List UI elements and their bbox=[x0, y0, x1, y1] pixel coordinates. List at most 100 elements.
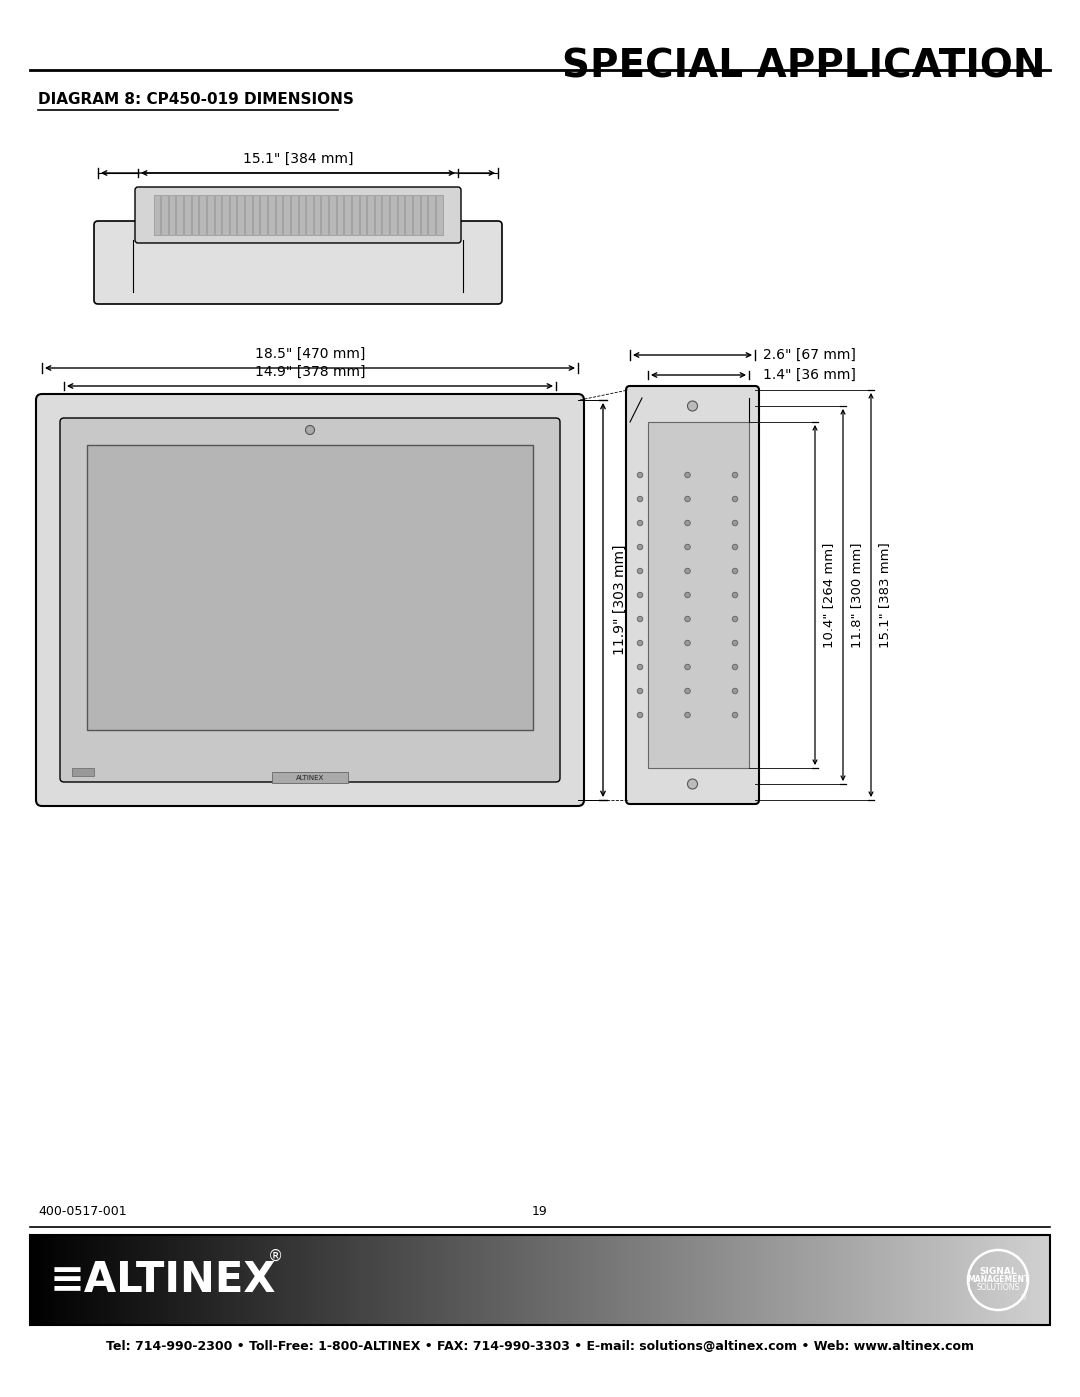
Bar bbox=[418, 1235, 421, 1324]
Text: Tel: 714-990-2300 • Toll-Free: 1-800-ALTINEX • FAX: 714-990-3303 • E-mail: solut: Tel: 714-990-2300 • Toll-Free: 1-800-ALT… bbox=[106, 1340, 974, 1354]
Bar bbox=[801, 1235, 806, 1324]
Text: MANAGEMENT: MANAGEMENT bbox=[967, 1274, 1029, 1284]
Bar bbox=[465, 1235, 469, 1324]
Bar bbox=[1029, 1235, 1032, 1324]
Bar bbox=[200, 1235, 203, 1324]
Bar bbox=[30, 1235, 1050, 1324]
Circle shape bbox=[732, 712, 738, 718]
Bar bbox=[795, 1235, 798, 1324]
Bar bbox=[306, 1235, 309, 1324]
Bar bbox=[792, 1235, 795, 1324]
Bar bbox=[966, 1235, 969, 1324]
Bar bbox=[472, 1235, 475, 1324]
Circle shape bbox=[732, 496, 738, 502]
Bar bbox=[431, 1235, 434, 1324]
Circle shape bbox=[732, 640, 738, 645]
Circle shape bbox=[732, 689, 738, 694]
Bar bbox=[744, 1235, 747, 1324]
Circle shape bbox=[306, 426, 314, 434]
Bar bbox=[231, 1235, 234, 1324]
Bar bbox=[245, 196, 252, 235]
Bar bbox=[84, 1235, 87, 1324]
Bar bbox=[561, 1235, 564, 1324]
Bar bbox=[985, 1235, 989, 1324]
Bar bbox=[1005, 1235, 1009, 1324]
Bar bbox=[374, 1235, 377, 1324]
Bar bbox=[282, 1235, 285, 1324]
Bar bbox=[989, 1235, 993, 1324]
Bar bbox=[87, 1235, 91, 1324]
Circle shape bbox=[637, 712, 643, 718]
Bar bbox=[238, 196, 244, 235]
Bar bbox=[676, 1235, 679, 1324]
Bar bbox=[507, 1235, 510, 1324]
Bar bbox=[543, 1235, 546, 1324]
Bar bbox=[928, 1235, 931, 1324]
Bar bbox=[448, 1235, 451, 1324]
Bar bbox=[901, 1235, 904, 1324]
Bar bbox=[183, 1235, 187, 1324]
Bar bbox=[622, 1235, 625, 1324]
Circle shape bbox=[732, 472, 738, 478]
Bar bbox=[594, 1235, 598, 1324]
Bar bbox=[924, 1235, 928, 1324]
Bar bbox=[581, 1235, 584, 1324]
Bar bbox=[765, 1235, 768, 1324]
Bar bbox=[170, 1235, 173, 1324]
Bar bbox=[173, 1235, 176, 1324]
Bar bbox=[238, 1235, 241, 1324]
Bar bbox=[958, 1235, 961, 1324]
Bar bbox=[833, 1235, 836, 1324]
Circle shape bbox=[688, 780, 698, 789]
Bar bbox=[853, 1235, 856, 1324]
Bar bbox=[149, 1235, 152, 1324]
Bar bbox=[649, 1235, 652, 1324]
Bar bbox=[1040, 1235, 1043, 1324]
Bar bbox=[874, 1235, 877, 1324]
Bar bbox=[1009, 1235, 1013, 1324]
Bar bbox=[788, 1235, 792, 1324]
Bar bbox=[350, 1235, 353, 1324]
Bar bbox=[751, 1235, 754, 1324]
Bar bbox=[375, 196, 381, 235]
Bar bbox=[255, 1235, 258, 1324]
Bar bbox=[778, 1235, 782, 1324]
Bar bbox=[710, 1235, 714, 1324]
Bar bbox=[203, 1235, 206, 1324]
Text: 1.4" [36 mm]: 1.4" [36 mm] bbox=[762, 367, 855, 381]
Text: 400-0517-001: 400-0517-001 bbox=[38, 1206, 126, 1218]
Bar bbox=[241, 1235, 244, 1324]
Bar bbox=[502, 1235, 507, 1324]
Bar bbox=[394, 1235, 397, 1324]
Bar bbox=[904, 1235, 907, 1324]
Bar bbox=[822, 1235, 825, 1324]
Bar bbox=[179, 1235, 183, 1324]
Bar bbox=[214, 1235, 217, 1324]
Bar bbox=[333, 1235, 336, 1324]
Bar bbox=[1016, 1235, 1020, 1324]
Bar bbox=[863, 1235, 866, 1324]
Bar bbox=[445, 1235, 448, 1324]
Bar bbox=[921, 1235, 924, 1324]
Bar bbox=[849, 1235, 853, 1324]
Bar bbox=[700, 1235, 703, 1324]
Bar bbox=[686, 1235, 690, 1324]
Bar bbox=[420, 196, 428, 235]
Circle shape bbox=[685, 569, 690, 574]
Bar bbox=[690, 1235, 693, 1324]
Bar bbox=[785, 1235, 788, 1324]
Bar bbox=[546, 1235, 550, 1324]
Bar bbox=[298, 1235, 302, 1324]
FancyBboxPatch shape bbox=[626, 386, 759, 805]
Bar bbox=[526, 1235, 530, 1324]
Bar bbox=[510, 1235, 513, 1324]
Bar bbox=[315, 1235, 319, 1324]
Bar bbox=[972, 1235, 975, 1324]
Bar bbox=[618, 1235, 622, 1324]
Bar bbox=[159, 1235, 163, 1324]
FancyBboxPatch shape bbox=[135, 187, 461, 243]
Bar bbox=[404, 1235, 407, 1324]
Bar bbox=[356, 1235, 360, 1324]
Bar bbox=[670, 1235, 673, 1324]
Text: 11.8" [300 mm]: 11.8" [300 mm] bbox=[850, 542, 863, 648]
